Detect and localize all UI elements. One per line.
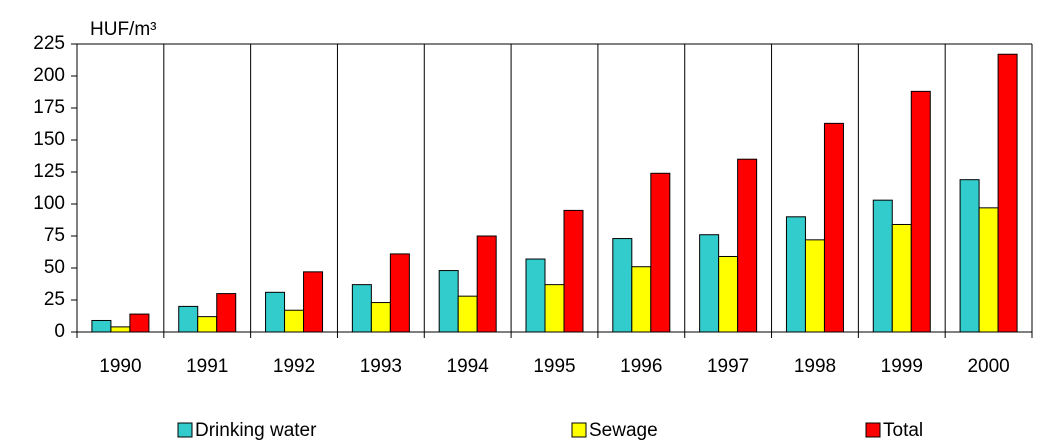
- x-tick-label: 1994: [447, 356, 490, 377]
- bar: [737, 158, 758, 333]
- x-tick-label: 1993: [360, 356, 402, 377]
- legend-swatch: [571, 422, 587, 438]
- y-tick-label: 50: [44, 257, 65, 278]
- bar: [650, 172, 671, 333]
- legend-swatch: [865, 422, 881, 438]
- bar: [544, 284, 565, 333]
- x-tick-label: 1998: [794, 356, 836, 377]
- x-tick-label: 1990: [99, 356, 141, 377]
- x-tick-label: 1997: [707, 356, 749, 377]
- bar: [563, 209, 584, 333]
- bar: [612, 238, 633, 333]
- bar: [197, 316, 218, 333]
- bar: [216, 293, 237, 333]
- y-tick-label: 125: [33, 161, 65, 182]
- bar: [129, 313, 150, 333]
- y-tick-label: 150: [33, 129, 65, 150]
- bar: [91, 319, 112, 333]
- x-tick-label: 2000: [967, 356, 1009, 377]
- y-tick-label: 75: [44, 225, 65, 246]
- y-tick-label: 0: [54, 321, 65, 342]
- legend-label: Total: [883, 420, 923, 441]
- bar: [804, 239, 825, 333]
- bar: [265, 291, 286, 333]
- x-tick-label: 1992: [273, 356, 315, 377]
- y-tick-label: 225: [33, 33, 65, 54]
- y-axis-label: HUF/m³: [90, 19, 156, 40]
- bar: [178, 305, 199, 333]
- bar: [351, 284, 372, 333]
- bar: [303, 271, 324, 333]
- bar: [631, 266, 652, 333]
- x-tick-label: 1995: [533, 356, 575, 377]
- bar: [785, 216, 806, 333]
- bar: [997, 53, 1018, 333]
- bar: [476, 235, 497, 333]
- bar: [389, 253, 410, 333]
- x-tick-label: 1999: [881, 356, 923, 377]
- bar: [891, 223, 912, 333]
- x-tick-label: 1991: [186, 356, 228, 377]
- bar: [823, 122, 844, 333]
- bar: [872, 199, 893, 333]
- bar: [718, 255, 739, 333]
- bar: [457, 295, 478, 333]
- bar: [959, 179, 980, 333]
- bar: [910, 90, 931, 333]
- y-tick-label: 200: [33, 65, 65, 86]
- bar: [525, 258, 546, 333]
- bar: [110, 326, 131, 333]
- bar: [370, 302, 391, 333]
- bar: [978, 207, 999, 333]
- bar: [284, 309, 305, 333]
- legend-swatch: [177, 422, 193, 438]
- x-tick-label: 1996: [620, 356, 662, 377]
- y-tick-label: 25: [44, 289, 65, 310]
- y-tick-label: 100: [33, 193, 65, 214]
- legend-label: Drinking water: [195, 420, 317, 441]
- bar: [699, 234, 720, 333]
- legend-label: Sewage: [589, 420, 658, 441]
- y-tick-label: 175: [33, 97, 65, 118]
- bar: [438, 270, 459, 333]
